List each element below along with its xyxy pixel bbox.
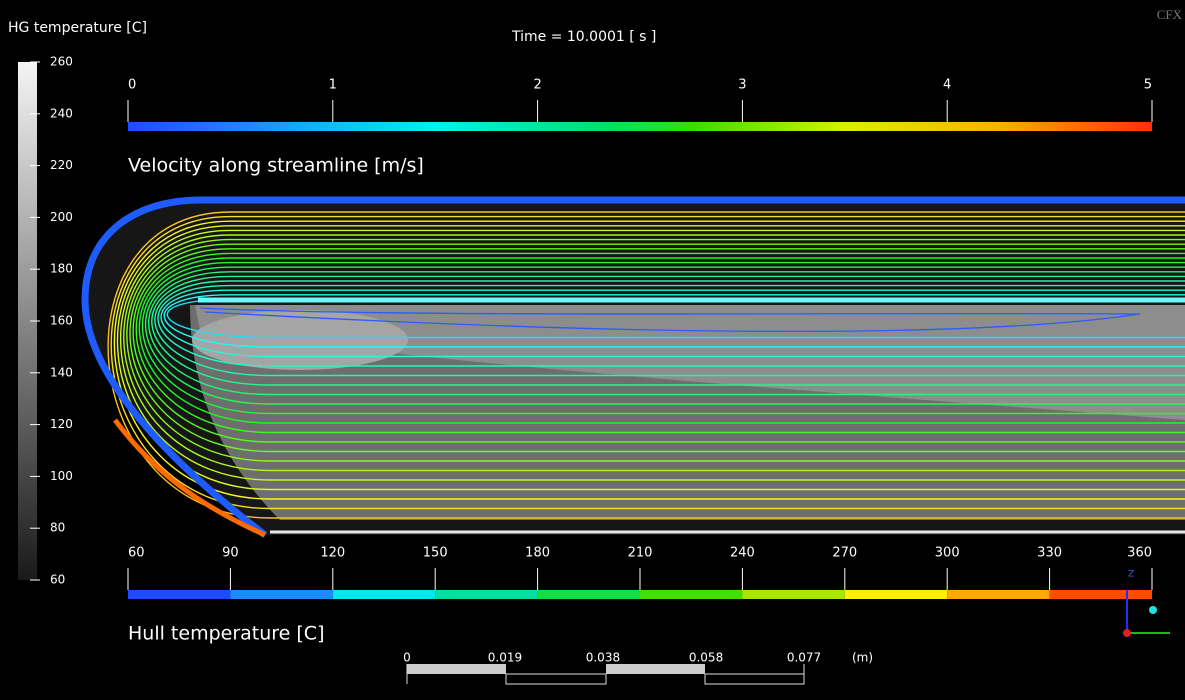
hull-color-bar (128, 590, 1152, 599)
hull-legend-title: Hull temperature [C] (128, 623, 325, 645)
hg-tick-label: 180 (50, 262, 73, 276)
scale-segment (407, 664, 506, 674)
hull-color-band (947, 590, 1049, 599)
legend-tick-label: 3 (738, 78, 746, 93)
hull-color-band (435, 590, 537, 599)
hg-tick-label: 80 (50, 521, 65, 535)
hg-tick-label: 60 (50, 573, 65, 587)
legend-tick-label: 120 (320, 546, 345, 561)
hg-tick-label: 120 (50, 417, 73, 431)
scale-tick-label: 0.038 (586, 651, 620, 665)
hull-color-band (640, 590, 742, 599)
legend-tick-label: 330 (1037, 546, 1062, 561)
legend-tick-label: 360 (1127, 546, 1152, 561)
watermark: CFX (1157, 7, 1183, 22)
hg-tick-label: 140 (50, 365, 73, 379)
hull-color-band (538, 590, 640, 599)
hg-tick-label: 200 (50, 210, 73, 224)
scale-segment (606, 664, 705, 674)
legend-tick-label: 210 (628, 546, 653, 561)
legend-tick-label: 60 (128, 546, 145, 561)
legend-tick-label: 0 (128, 78, 136, 93)
legend-tick-label: 180 (525, 546, 550, 561)
legend-tick-label: 240 (730, 546, 755, 561)
hull-color-band (845, 590, 947, 599)
scale-tick-label: 0 (403, 651, 411, 665)
legend-tick-label: 150 (423, 546, 448, 561)
velocity-color-bar (128, 122, 1152, 131)
legend-tick-label: 1 (329, 78, 337, 93)
legend-tick-label: 300 (935, 546, 960, 561)
triad-view (1149, 606, 1157, 614)
triad-origin (1123, 629, 1131, 637)
page: {"time_label": "Time = 10.0001 [ s ]", "… (0, 0, 1185, 700)
hg-tick-label: 240 (50, 106, 73, 120)
scale-tick-label: 0.077 (787, 651, 821, 665)
hg-legend-title: HG temperature [C] (8, 20, 147, 36)
hull-color-band (333, 590, 435, 599)
hg-tick-label: 260 (50, 55, 73, 69)
scale-unit: (m) (852, 651, 873, 665)
triad-z-label: Z (1128, 570, 1134, 580)
legend-tick-label: 4 (943, 78, 951, 93)
scale-tick-label: 0.019 (488, 651, 522, 665)
time-label: Time = 10.0001 [ s ] (511, 29, 656, 45)
legend-tick-label: 90 (222, 546, 239, 561)
hull-color-band (230, 590, 332, 599)
hull-color-band (742, 590, 844, 599)
hg-tick-label: 160 (50, 314, 73, 328)
result-view: HG temperature [C] Time = 10.0001 [ s ] … (0, 0, 1185, 700)
hg-tick-label: 220 (50, 158, 73, 172)
legend-tick-label: 2 (533, 78, 541, 93)
hull-color-band (1050, 590, 1152, 599)
scale-tick-label: 0.058 (689, 651, 723, 665)
velocity-legend-title: Velocity along streamline [m/s] (128, 155, 424, 177)
legend-tick-label: 270 (832, 546, 857, 561)
plate-highlight (192, 310, 408, 370)
legend-tick-label: 5 (1144, 78, 1152, 93)
hull-color-band (128, 590, 230, 599)
hg-tick-label: 100 (50, 469, 73, 483)
